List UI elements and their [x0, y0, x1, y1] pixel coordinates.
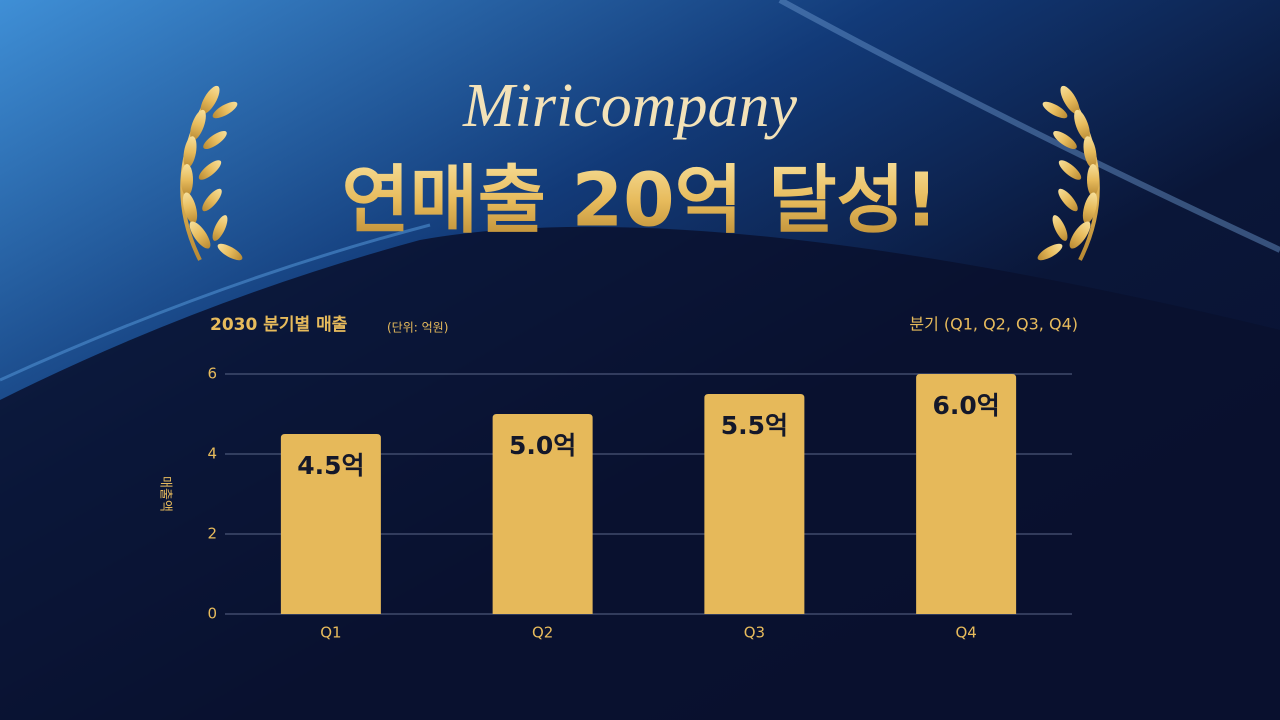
wave-edge	[0, 223, 431, 382]
unit-note: (단위: 억원)	[387, 321, 448, 335]
y-tick-label: 6	[207, 365, 217, 383]
y-tick-label: 0	[207, 605, 217, 623]
y-tick-label: 2	[207, 525, 217, 543]
brand: Miricompany	[462, 72, 798, 140]
chart-title: 연매출 20억 달성!	[342, 158, 939, 244]
wave-edge	[778, 0, 1280, 253]
x-tick-label: Q1	[320, 624, 341, 642]
value-label: 4.5억	[297, 451, 364, 480]
y-axis-label: 매출액	[158, 476, 173, 512]
y-tick-label: 4	[207, 445, 217, 463]
value-label: 5.0억	[509, 431, 576, 460]
bar	[704, 394, 805, 614]
bar	[492, 414, 593, 614]
bar	[280, 434, 381, 614]
x-tick-label: Q3	[744, 624, 765, 642]
x-axis-label: 분기 (Q1, Q2, Q3, Q4)	[909, 315, 1078, 334]
chart-subtitle: 2030 분기별 매출	[210, 315, 348, 335]
value-label: 6.0억	[932, 391, 999, 420]
x-tick-label: Q4	[955, 624, 976, 642]
x-tick-label: Q2	[532, 624, 553, 642]
bar	[916, 374, 1017, 614]
value-label: 5.5억	[721, 411, 788, 440]
